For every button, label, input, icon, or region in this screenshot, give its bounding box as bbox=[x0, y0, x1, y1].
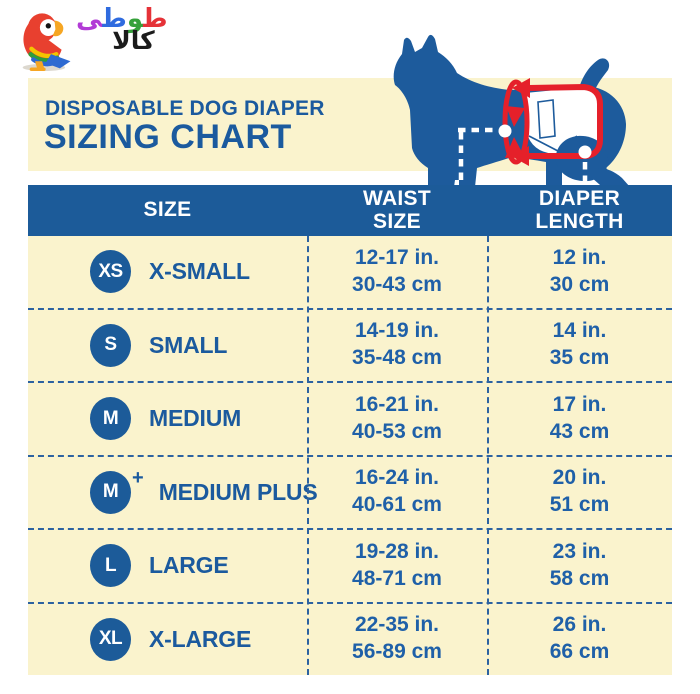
size-label: X-LARGE bbox=[149, 625, 252, 652]
brand-words: ﻃﻮﻃﻰ ﻛﺎﻻ bbox=[76, 3, 168, 56]
size-badge-group: S bbox=[90, 323, 134, 367]
waist-inches: 14-19 in. bbox=[354, 319, 440, 343]
size-label: SMALL bbox=[149, 331, 228, 358]
size-badge-group: M + bbox=[90, 466, 144, 514]
size-cell: M + MEDIUM PLUS bbox=[28, 457, 318, 529]
length-inches: 12 in. bbox=[552, 245, 607, 269]
diaper-length-cell: 14 in. 35 cm bbox=[487, 310, 672, 382]
size-label: MEDIUM PLUS bbox=[158, 478, 318, 505]
brand-name-line1: ﻃﻮﻃﻰ bbox=[76, 3, 168, 33]
size-badge: M bbox=[90, 470, 131, 514]
waist-size-cell: 22-35 in. 56-89 cm bbox=[307, 604, 487, 676]
length-inches: 17 in. bbox=[552, 392, 607, 416]
diaper-length-cell: 17 in. 43 cm bbox=[487, 383, 672, 455]
brand-letter: ﻃ bbox=[102, 3, 127, 33]
size-cell: XS X-SMALL bbox=[28, 236, 307, 308]
brand-letter: ﻃ bbox=[143, 3, 168, 33]
size-badge: S bbox=[90, 323, 131, 367]
brand-letter: ﻰ bbox=[76, 3, 103, 33]
length-inches: 20 in. bbox=[552, 466, 607, 490]
column-header-diaper-length: DIAPER LENGTH bbox=[535, 187, 624, 233]
size-cell: S SMALL bbox=[28, 310, 307, 382]
size-badge: L bbox=[90, 544, 131, 588]
size-badge-group: XL bbox=[90, 617, 134, 661]
waist-inches: 16-24 in. bbox=[354, 466, 440, 490]
length-cm: 58 cm bbox=[549, 566, 610, 590]
waist-inches: 16-21 in. bbox=[354, 392, 440, 416]
size-cell: M MEDIUM bbox=[28, 383, 307, 455]
length-inches: 23 in. bbox=[552, 539, 607, 563]
table-row: L LARGE 19-28 in. 48-71 cm 23 in. 58 cm bbox=[28, 530, 672, 604]
size-cell: XL X-LARGE bbox=[28, 604, 307, 676]
table-row: M MEDIUM 16-21 in. 40-53 cm 17 in. 43 cm bbox=[28, 383, 672, 457]
size-label: X-SMALL bbox=[149, 258, 250, 285]
length-cm: 66 cm bbox=[549, 640, 610, 664]
size-cell: L LARGE bbox=[28, 530, 307, 602]
chart-title: SIZING CHART bbox=[44, 118, 292, 156]
length-cm: 30 cm bbox=[549, 272, 610, 296]
size-badge-plus: + bbox=[132, 466, 144, 489]
table-header: SIZE WAIST SIZE DIAPER LENGTH bbox=[28, 185, 672, 236]
waist-size-cell: 16-21 in. 40-53 cm bbox=[307, 383, 487, 455]
parrot-icon bbox=[22, 13, 71, 71]
length-inches: 26 in. bbox=[552, 613, 607, 637]
brand-logo: ﻃﻮﻃﻰ ﻛﺎﻻ bbox=[12, 3, 168, 75]
size-label: LARGE bbox=[149, 552, 229, 579]
waist-cm: 56-89 cm bbox=[352, 640, 442, 664]
size-badge-group: L bbox=[90, 544, 134, 588]
brand-name-line2: ﻛﺎﻻ bbox=[112, 27, 155, 56]
waist-inches: 19-28 in. bbox=[354, 539, 440, 563]
waist-size-cell: 12-17 in. 30-43 cm bbox=[307, 236, 487, 308]
waist-cm: 40-61 cm bbox=[352, 493, 442, 517]
size-badge-group: M bbox=[90, 397, 134, 441]
table-row: S SMALL 14-19 in. 35-48 cm 14 in. 35 cm bbox=[28, 310, 672, 383]
size-badge: XL bbox=[90, 617, 131, 661]
table-body: XS X-SMALL 12-17 in. 30-43 cm 12 in. 30 … bbox=[28, 236, 672, 675]
length-inches: 14 in. bbox=[552, 319, 607, 343]
waist-cm: 40-53 cm bbox=[352, 419, 442, 443]
waist-size-cell: 14-19 in. 35-48 cm bbox=[307, 310, 487, 382]
table-row: M + MEDIUM PLUS 16-24 in. 40-61 cm 20 in… bbox=[28, 457, 672, 530]
waist-cm: 30-43 cm bbox=[352, 272, 442, 296]
waist-inches: 22-35 in. bbox=[354, 613, 440, 637]
dog-waist-length-diagram-icon bbox=[393, 34, 630, 187]
column-header-size: SIZE bbox=[143, 198, 192, 222]
length-cm: 51 cm bbox=[549, 493, 610, 517]
column-header-waist-size: WAIST SIZE bbox=[363, 187, 431, 233]
size-badge: M bbox=[90, 397, 131, 441]
diaper-length-cell: 23 in. 58 cm bbox=[487, 530, 672, 602]
chart-subtitle: DISPOSABLE DOG DIAPER bbox=[45, 97, 325, 120]
size-badge-group: XS bbox=[90, 250, 134, 294]
table-row: XL X-LARGE 22-35 in. 56-89 cm 26 in. 66 … bbox=[28, 604, 672, 676]
waist-cm: 48-71 cm bbox=[352, 566, 442, 590]
column-divider bbox=[307, 236, 309, 675]
diaper-length-cell: 12 in. 30 cm bbox=[487, 236, 672, 308]
diaper-length-cell: 20 in. 51 cm bbox=[487, 457, 672, 529]
diaper-length-cell: 26 in. 66 cm bbox=[487, 604, 672, 676]
length-cm: 35 cm bbox=[549, 346, 610, 370]
waist-size-cell: 16-24 in. 40-61 cm bbox=[307, 457, 487, 529]
table-row: XS X-SMALL 12-17 in. 30-43 cm 12 in. 30 … bbox=[28, 236, 672, 310]
waist-size-cell: 19-28 in. 48-71 cm bbox=[307, 530, 487, 602]
column-divider bbox=[487, 236, 489, 675]
size-badge: XS bbox=[90, 250, 131, 294]
length-cm: 43 cm bbox=[549, 419, 610, 443]
size-label: MEDIUM bbox=[149, 405, 242, 432]
waist-cm: 35-48 cm bbox=[352, 346, 442, 370]
waist-inches: 12-17 in. bbox=[354, 245, 440, 269]
brand-letter: ﻮ bbox=[126, 3, 144, 33]
